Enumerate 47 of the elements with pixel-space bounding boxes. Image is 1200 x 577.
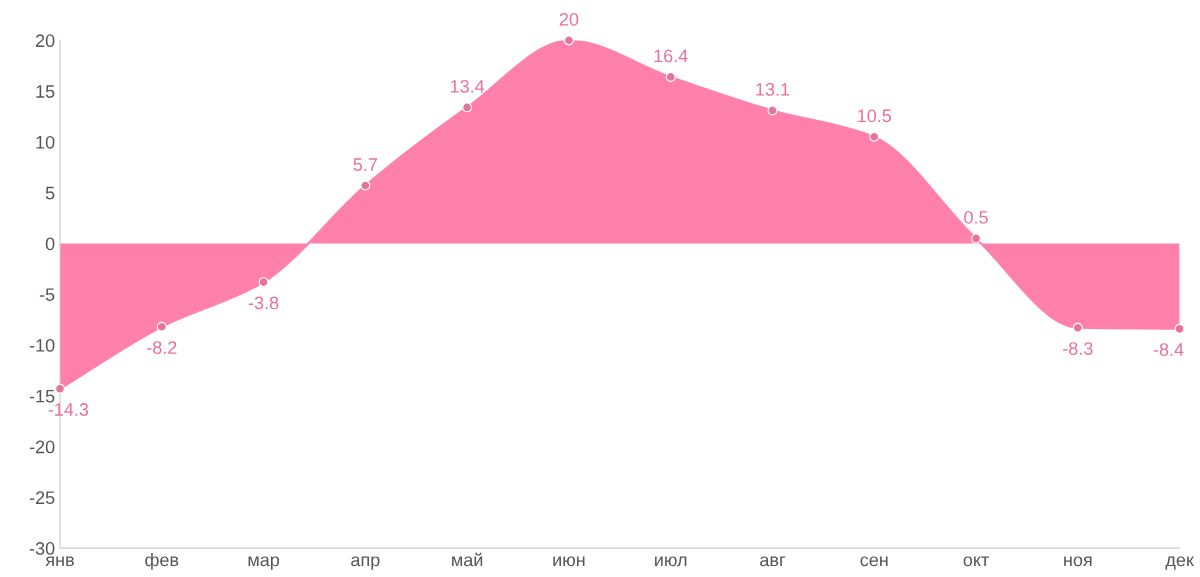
point [1174, 323, 1185, 334]
x-tick-label: дек [1165, 556, 1194, 570]
x-tick-label: фев [145, 553, 179, 570]
data-label: 10.5 [858, 109, 892, 123]
data-label: 0.5 [964, 210, 988, 224]
data-label: -8.2 [147, 341, 177, 354]
y-tick-label: 15 [36, 85, 55, 98]
data-label: -8.4 [1153, 343, 1184, 356]
data-label: 13.1 [756, 83, 790, 96]
y-tick-label: -30 [29, 542, 55, 555]
x-tick-label: окт [963, 556, 989, 567]
data-label: -8.3 [1063, 342, 1093, 355]
y-tick-label: 10 [36, 135, 55, 149]
y-tick-label: -10 [29, 338, 55, 352]
point [462, 102, 473, 113]
x-tick-label: авг [760, 556, 786, 567]
x-tick-label: сен [860, 556, 888, 567]
point [665, 72, 676, 82]
y-tick-label: -15 [29, 389, 55, 403]
x-tick-label: июл [655, 556, 687, 567]
data-label: -14.3 [48, 403, 89, 416]
y-tick-label: -5 [39, 288, 55, 301]
point [767, 105, 778, 116]
point [156, 321, 167, 332]
x-tick-label: ноя [1064, 556, 1092, 567]
y-tick-label: 0 [45, 237, 55, 251]
data-label: 16.4 [654, 49, 688, 63]
x-tick-label: июн [553, 556, 585, 567]
point [55, 383, 65, 394]
x-tick-label: янв [45, 556, 74, 567]
point [563, 35, 574, 46]
point [360, 180, 371, 191]
x-tick-label: апр [351, 556, 380, 570]
point [869, 131, 880, 142]
point [1072, 322, 1083, 333]
point [971, 233, 981, 244]
y-tick-label: 5 [45, 186, 55, 200]
y-tick-label: -25 [29, 491, 55, 505]
data-label: 13.4 [450, 79, 485, 93]
point [258, 277, 269, 288]
x-tick-label: май [452, 552, 483, 567]
x-tick-label: мар [248, 556, 280, 570]
data-label: 5.7 [353, 158, 377, 171]
y-tick-label: 20 [35, 34, 55, 48]
data-label: 20 [559, 12, 579, 26]
y-tick-label: -20 [29, 440, 55, 454]
data-label: -3.8 [248, 296, 279, 310]
